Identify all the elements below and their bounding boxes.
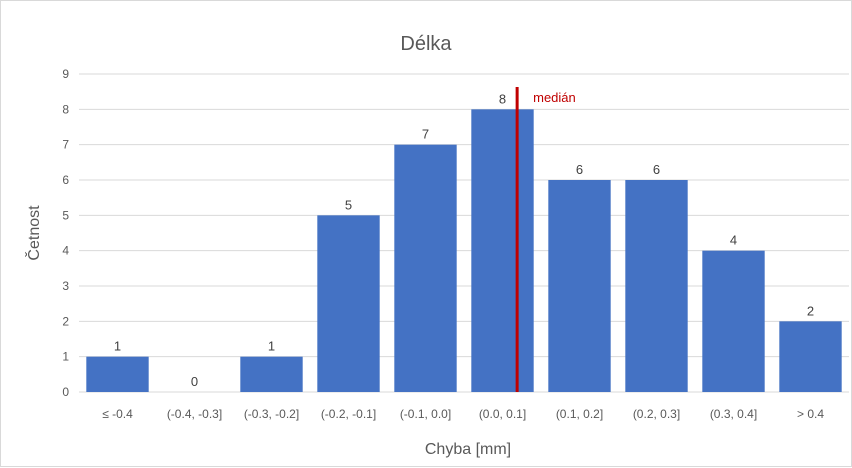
y-tick-label: 0 [62, 385, 69, 399]
median-annotation: medián [515, 87, 576, 392]
x-tick-label: (0.3, 0.4] [710, 407, 757, 421]
data-label: 5 [345, 197, 352, 212]
chart-title: Délka [400, 33, 452, 55]
data-label: 6 [576, 162, 583, 177]
x-tick-label: (0.1, 0.2] [556, 407, 603, 421]
x-tick-label: (-0.1, 0.0] [400, 407, 451, 421]
y-tick-label: 8 [62, 102, 69, 116]
x-tick-label: > 0.4 [797, 407, 824, 421]
x-axis-label: Chyba [mm] [425, 441, 511, 458]
y-tick-label: 5 [62, 208, 69, 222]
bar [317, 215, 380, 392]
y-tick-label: 1 [62, 350, 69, 364]
bar [240, 356, 303, 392]
x-tick-label: (0.0, 0.1] [479, 407, 526, 421]
bar [702, 250, 765, 392]
x-axis-ticks: ≤ -0.4 (-0.4, -0.3] (-0.3, -0.2] (-0.2, -0.… [102, 407, 824, 421]
bar [625, 180, 688, 392]
data-label: 2 [807, 303, 814, 318]
data-label: 7 [422, 127, 429, 142]
y-tick-label: 7 [62, 138, 69, 152]
bar [779, 321, 842, 392]
data-label: 1 [268, 339, 275, 354]
x-tick-label: (-0.3, -0.2] [244, 407, 299, 421]
x-tick-label: (-0.2, -0.1] [321, 407, 376, 421]
gridlines [79, 73, 849, 393]
y-tick-label: 2 [62, 314, 69, 328]
data-label: 1 [114, 339, 121, 354]
data-label: 6 [653, 162, 660, 177]
bar [86, 356, 149, 392]
data-labels-group: 1 0 1 5 7 8 6 6 4 2 [114, 91, 814, 389]
x-tick-label: ≤ -0.4 [102, 407, 133, 421]
data-label: 0 [191, 374, 198, 389]
data-label: 4 [730, 233, 737, 248]
bar [548, 180, 611, 392]
data-label: 8 [499, 91, 506, 106]
bars-group [86, 109, 842, 392]
bar [471, 109, 534, 392]
y-tick-label: 6 [62, 173, 69, 187]
y-tick-label: 3 [62, 279, 69, 293]
median-label: medián [533, 90, 576, 105]
y-axis-label: Četnost [24, 205, 43, 261]
x-tick-label: (0.2, 0.3] [633, 407, 680, 421]
y-tick-label: 4 [62, 244, 69, 258]
x-tick-label: (-0.4, -0.3] [167, 407, 222, 421]
y-tick-label: 9 [62, 67, 69, 81]
y-axis-ticks: 0 1 2 3 4 5 6 7 8 9 [62, 67, 69, 399]
bar [394, 144, 457, 392]
